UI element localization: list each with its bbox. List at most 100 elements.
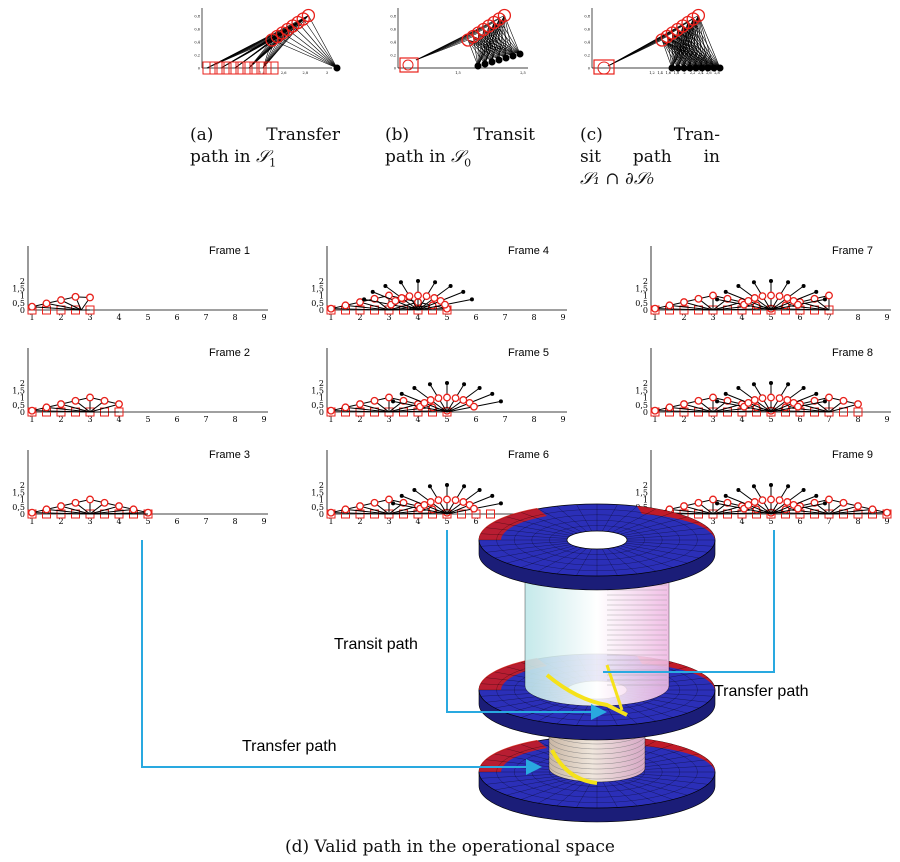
- subfig-c-plot: 0,8 0,6 0,4 0,2 0 1,2 1,4 1,6 1,8 2 2,2 2,4 2,6 2,8: [584, 8, 724, 75]
- x-tick-label: 6: [174, 517, 179, 526]
- robot-circle: [356, 298, 364, 307]
- joint-dot: [477, 386, 482, 391]
- disk-grid-line: [521, 512, 578, 534]
- robot-circle: [810, 294, 819, 303]
- link-line: [607, 15, 699, 67]
- joint-dot: [668, 64, 676, 72]
- robot-circle: [422, 292, 431, 301]
- robot-circle: [100, 498, 109, 507]
- robot-circle: [42, 403, 51, 412]
- link-line: [308, 15, 338, 69]
- disk-grid-line: [616, 512, 673, 534]
- x-tick-label: 9: [261, 313, 266, 322]
- robot-circle: [783, 498, 792, 506]
- y-tick-label: 0,5: [12, 299, 25, 308]
- robot-circle: [854, 400, 862, 409]
- x-tick-label: 3: [386, 415, 391, 424]
- joint-dot: [427, 382, 432, 387]
- link-line: [698, 15, 715, 69]
- robot-circle: [794, 504, 802, 513]
- x-tick-label: 1: [29, 517, 34, 526]
- joint-dot: [801, 488, 806, 493]
- robot-circle: [709, 495, 717, 504]
- y-tick-label: 1: [319, 394, 324, 403]
- x-tick-label: 4: [116, 517, 121, 526]
- joint-dot: [399, 493, 404, 498]
- robot-square: [209, 61, 223, 75]
- x-tick-label: 2: [683, 71, 685, 75]
- disk-red-rim: [637, 506, 716, 540]
- disk-grid-line: [480, 773, 568, 779]
- link-line: [415, 15, 505, 61]
- link-line: [46, 508, 91, 515]
- x-tick-label: 1: [652, 415, 657, 424]
- robot-circle: [402, 59, 414, 71]
- joint-dot: [822, 297, 827, 302]
- robot-circle: [744, 398, 753, 407]
- caption-b: (b) Transit path in 𝒮0: [385, 125, 535, 170]
- link-line: [682, 25, 697, 69]
- disk-grid-line: [556, 780, 587, 806]
- robot-circle: [434, 496, 443, 505]
- link-line: [31, 410, 91, 413]
- robot-circle: [42, 505, 51, 514]
- robot-circle: [399, 396, 408, 405]
- joint-dot: [769, 279, 773, 283]
- link-line: [484, 22, 495, 65]
- caption-c: (c) Tran- sit path in 𝒮₁ ∩ ∂𝒮₀: [580, 125, 720, 189]
- robot-square: [216, 61, 230, 75]
- top-plots: 0,80,60,40,202,4 2,6 2,8 3 0,80,60,40,201,5…: [194, 8, 724, 75]
- link-line: [46, 302, 82, 311]
- x-tick-label: 4: [415, 415, 420, 424]
- robot-circle: [459, 498, 468, 506]
- caption-a: (a) Transfer path in 𝒮1: [190, 125, 340, 170]
- x-tick-label: 2,4: [259, 71, 265, 75]
- joint-dot: [751, 280, 756, 285]
- x-tick-label: 2,8: [303, 71, 309, 75]
- link-line: [712, 512, 772, 515]
- robot-circle: [71, 498, 80, 507]
- x-tick-label: 2: [357, 517, 362, 526]
- y-tick-label: 2: [20, 481, 25, 490]
- link-line: [770, 410, 830, 413]
- robot-circle: [399, 498, 408, 507]
- joint-dot: [716, 64, 724, 72]
- x-tick-label: 9: [560, 313, 565, 322]
- disk-grid-line: [616, 778, 673, 800]
- link-line: [359, 301, 390, 311]
- x-tick-label: 2: [58, 517, 63, 526]
- y-tick-label: 1: [20, 496, 25, 505]
- subfig-a-plot: 0,8 0,6 0,4 0,2 0 2,4 2,6 2,8 3: [194, 8, 341, 75]
- joint-dot: [399, 391, 404, 396]
- cylinder-stripe: [548, 734, 646, 750]
- disk-grid-line: [506, 777, 575, 796]
- joint-dot: [715, 501, 720, 506]
- joint-dot: [481, 60, 489, 68]
- disk-grid-line: [521, 778, 578, 800]
- robot-square: [223, 61, 237, 75]
- robot-circle: [497, 8, 512, 23]
- joint-dot: [704, 64, 712, 72]
- link-line: [669, 304, 714, 311]
- x-tick-label: 1: [29, 313, 34, 322]
- x-tick-label: 6: [174, 313, 179, 322]
- x-tick-label: 2: [681, 313, 686, 322]
- link-line: [712, 308, 772, 311]
- robot-circle: [694, 498, 703, 507]
- joint-dot: [723, 493, 728, 498]
- robot-circle: [86, 393, 94, 402]
- disk-grid-line: [626, 773, 714, 779]
- x-tick-label: 7: [203, 415, 208, 424]
- y-tick-label: 1,5: [12, 488, 25, 497]
- link-line: [297, 22, 338, 69]
- y-tick-label: 0: [588, 67, 590, 71]
- link-line: [671, 25, 684, 69]
- robot-circle: [385, 495, 393, 504]
- robot-circle: [709, 393, 717, 402]
- robot-circle: [71, 396, 80, 405]
- link-line: [330, 410, 390, 413]
- robot-circle: [651, 406, 659, 415]
- x-tick-label: 2: [357, 415, 362, 424]
- disk-grid-line: [611, 508, 657, 533]
